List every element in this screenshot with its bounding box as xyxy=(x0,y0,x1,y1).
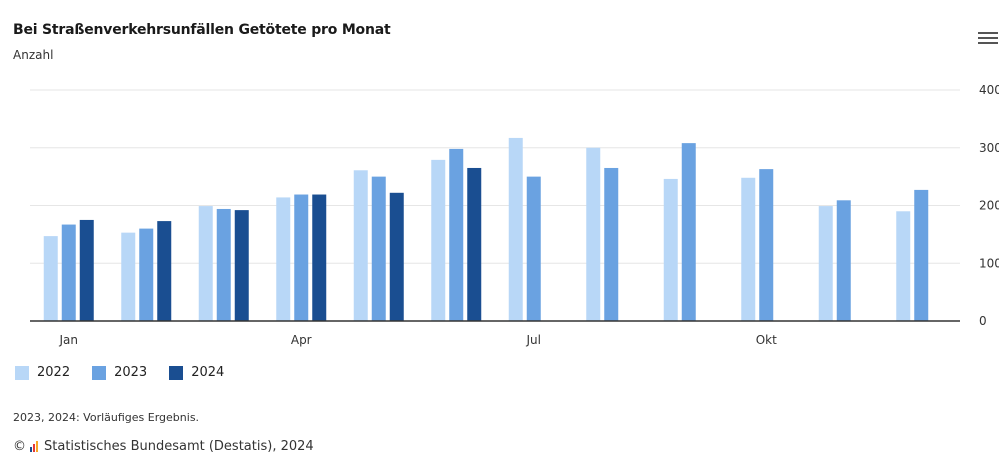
legend-swatch-2022 xyxy=(15,365,29,380)
bar-2022-dez xyxy=(896,211,911,321)
y-tick-label: 0 xyxy=(979,314,987,328)
chart-legend: 2022 2023 2024 xyxy=(15,365,224,380)
hamburger-menu-icon[interactable] xyxy=(978,28,998,46)
bar-2023-dez xyxy=(914,189,929,321)
x-tick-label: Jul xyxy=(526,333,541,347)
source-text: Statistisches Bundesamt (Destatis), 2024 xyxy=(44,439,314,454)
bar-2022-jul xyxy=(508,137,523,321)
legend-swatch-2023 xyxy=(92,365,107,380)
bar-2024-mai xyxy=(389,192,404,321)
bar-2022-nov xyxy=(818,206,833,321)
y-tick-label: 100 xyxy=(979,256,999,270)
legend-item-2022[interactable]: 2022 xyxy=(15,365,70,380)
bar-2023-jan xyxy=(61,224,76,321)
bar-chart: 0 100 200 300 400 Jan Apr Jul Okt xyxy=(30,83,999,347)
destatis-logo-icon xyxy=(30,441,38,452)
bar-2023-jun xyxy=(449,148,464,321)
legend-item-2024[interactable]: 2024 xyxy=(169,365,224,380)
bar-2023-mär xyxy=(216,208,231,321)
bar-2023-feb xyxy=(139,228,154,321)
legend-label-2023: 2023 xyxy=(114,365,148,380)
menu-line xyxy=(978,32,998,34)
bar-2022-okt xyxy=(741,177,756,321)
y-tick-label: 200 xyxy=(979,199,999,213)
x-tick-label: Okt xyxy=(756,333,777,347)
bar-2022-mai xyxy=(353,170,368,321)
legend-label-2024: 2024 xyxy=(191,365,225,380)
bar-2022-aug xyxy=(586,147,601,321)
bar-2023-mai xyxy=(371,176,386,321)
bar-2022-apr xyxy=(276,197,291,321)
source-credit: © Statistisches Bundesamt (Destatis), 20… xyxy=(13,439,314,454)
legend-swatch-2024 xyxy=(169,365,184,380)
copyright-symbol: © xyxy=(13,439,26,454)
bar-2022-jan xyxy=(43,236,58,321)
bar-2023-aug xyxy=(604,167,619,321)
y-tick-label: 300 xyxy=(979,141,999,155)
x-tick-label: Jan xyxy=(59,333,79,347)
bar-2023-jul xyxy=(526,176,541,321)
chart-subtitle: Anzahl xyxy=(13,48,54,62)
bar-2022-feb xyxy=(121,232,136,321)
x-tick-label: Apr xyxy=(291,333,312,347)
bar-2024-mär xyxy=(234,210,249,321)
bar-2022-sep xyxy=(663,178,678,321)
chart-title: Bei Straßenverkehrsunfällen Getötete pro… xyxy=(13,22,391,38)
legend-label-2022: 2022 xyxy=(37,365,71,380)
bar-2024-jun xyxy=(467,167,482,321)
y-tick-label: 400 xyxy=(979,83,999,97)
bar-2023-okt xyxy=(759,169,774,321)
bar-2023-sep xyxy=(681,143,696,321)
bar-2024-feb xyxy=(157,221,172,321)
bar-2022-mär xyxy=(198,206,213,321)
bar-2023-apr xyxy=(294,194,309,321)
footnote: 2023, 2024: Vorläufiges Ergebnis. xyxy=(13,411,200,424)
bar-2023-nov xyxy=(836,200,851,321)
bar-2024-jan xyxy=(79,219,94,321)
legend-item-2023[interactable]: 2023 xyxy=(92,365,147,380)
menu-line xyxy=(978,37,998,39)
bar-2024-apr xyxy=(312,194,327,321)
menu-line xyxy=(978,42,998,44)
bar-2022-jun xyxy=(431,159,446,321)
